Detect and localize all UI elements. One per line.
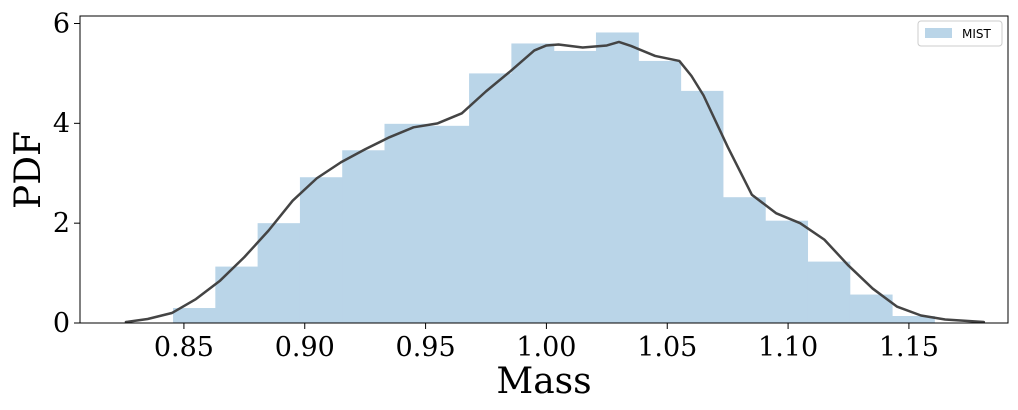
legend-box: [917, 20, 1003, 47]
histogram-bar: [680, 90, 724, 323]
plot-frame: [79, 15, 1009, 324]
y-tick-label: 0: [53, 308, 70, 339]
x-tick-label: 1.00: [516, 332, 576, 363]
histogram-bar: [553, 50, 597, 323]
histogram-bar: [765, 220, 809, 323]
legend-label: MIST: [962, 27, 992, 41]
y-tick-label: 2: [53, 208, 70, 239]
kde-line: [124, 40, 986, 324]
x-axis-ticks: 0.85 0.90 0.95 1.00 1.05 1.10 1.15: [154, 323, 939, 363]
x-tick-label: 0.95: [396, 332, 456, 363]
x-tick-label: 1.15: [879, 332, 939, 363]
histogram-bar: [342, 150, 386, 323]
histogram-bar: [595, 32, 639, 323]
histogram-bar: [892, 316, 935, 323]
x-tick-label: 1.05: [637, 332, 697, 363]
x-axis-label: Mass: [496, 361, 591, 402]
y-axis-label: PDF: [8, 131, 49, 209]
y-tick-label: 4: [53, 108, 70, 139]
x-tick-label: 0.90: [275, 332, 335, 363]
legend-swatch: [925, 28, 952, 38]
y-tick-label: 6: [53, 8, 70, 39]
histogram-bar: [384, 123, 428, 323]
histogram-bars: [173, 32, 935, 324]
x-tick-label: 1.10: [758, 332, 818, 363]
histogram-bar: [257, 223, 301, 323]
histogram-bar: [722, 197, 766, 323]
histogram-bar: [299, 177, 343, 323]
y-axis-ticks: 0 2 4 6: [53, 8, 80, 339]
histogram-bar: [426, 125, 470, 323]
histogram-bar: [215, 266, 259, 323]
histogram-bar: [638, 60, 682, 324]
legend: MIST: [917, 20, 1003, 47]
histogram-bar: [807, 261, 851, 323]
histogram-bar: [511, 43, 555, 324]
x-tick-label: 0.85: [154, 332, 214, 363]
histogram-bar: [173, 308, 216, 323]
histogram-bar: [469, 73, 512, 323]
